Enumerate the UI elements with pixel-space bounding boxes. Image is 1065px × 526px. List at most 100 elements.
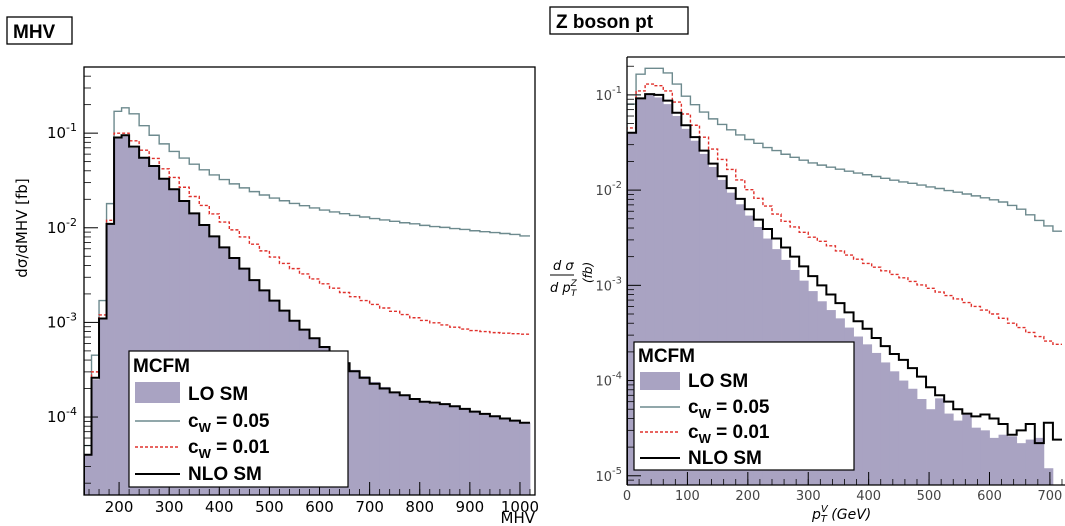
bar-lo-sm: [149, 165, 160, 495]
bar-lo-sm: [989, 437, 999, 485]
bar-lo-sm: [429, 403, 441, 495]
bar-lo-sm: [179, 200, 190, 495]
bar-lo-sm: [489, 416, 501, 495]
bar-lo-sm: [129, 147, 140, 495]
svg-text:d σ: d σ: [553, 259, 574, 274]
left-title: MHV: [13, 22, 56, 43]
bar-lo-sm: [169, 189, 180, 495]
right-y-axis-label: d σ d pZ T (fb): [550, 259, 595, 299]
left-legend: MCFM LO SM cW = 0.05 cW = 0.01 NLO SM: [128, 350, 349, 488]
x-tick-label: 700: [1037, 489, 1062, 504]
series-c-w-0-05: [84, 107, 530, 495]
bar-lo-sm: [889, 371, 900, 485]
x-tick-label: 400: [856, 489, 881, 504]
bar-lo-sm: [459, 408, 471, 495]
bar-lo-sm: [636, 99, 646, 485]
y-tick-label: 10-4: [47, 405, 77, 426]
left-y-ticks: 10-1 10-2 10-3 10-4: [47, 66, 98, 484]
bar-lo-sm: [663, 104, 673, 485]
bar-lo-sm: [1025, 439, 1036, 485]
right-legend-box: [633, 341, 855, 471]
x-tick-label: 1000: [501, 498, 539, 516]
bar-lo-sm: [690, 140, 700, 485]
series-nlo-sm: [627, 93, 1062, 485]
left-legend-header: MCFM: [133, 356, 190, 377]
right-legend-lo: LO SM: [688, 371, 748, 392]
series-c-w-0-01: [84, 132, 530, 495]
bar-lo-sm: [359, 376, 371, 495]
bar-lo-sm: [1034, 437, 1045, 485]
left-y-axis-label: dσ/dMHV [fb]: [13, 178, 31, 277]
y-tick-label: 10-1: [595, 85, 622, 104]
svg-text:(fb): (fb): [581, 262, 595, 283]
bar-lo-sm: [935, 398, 945, 485]
x-tick-label: 600: [305, 498, 334, 516]
x-tick-label: 800: [405, 498, 434, 516]
bar-lo-sm: [862, 344, 873, 485]
series-nlo-sm: [84, 134, 530, 495]
bar-lo-sm: [379, 386, 391, 495]
bar-lo-sm: [409, 399, 421, 495]
right-panel: Z boson pt d σ d pZ T (fb) pV T (GeV) 10-1…: [549, 6, 1065, 525]
y-tick-label: 10-3: [47, 310, 77, 331]
right-legend-header: MCFM: [638, 346, 695, 367]
x-tick-label: 900: [456, 498, 485, 516]
right-x-axis-label: pV T (GeV): [811, 504, 871, 525]
bar-lo-sm: [499, 418, 511, 495]
bar-lo-sm: [389, 391, 401, 495]
left-x-axis-label: MHV: [501, 509, 536, 526]
series-c-w-0-05: [627, 67, 1062, 485]
bar-lo-sm: [469, 411, 481, 495]
bar-lo-sm: [699, 153, 709, 485]
left-legend-cw01: cW = 0.01: [188, 437, 270, 461]
bar-lo-sm: [998, 434, 1009, 485]
bar-lo-sm: [726, 192, 737, 485]
x-tick-label: 300: [796, 489, 821, 504]
x-tick-label: 400: [205, 498, 234, 516]
bar-lo-sm: [717, 179, 728, 485]
x-tick-label: 200: [735, 489, 760, 504]
right-x-ticks: 0 100 200 300 400 500 600 700: [623, 472, 1063, 504]
bar-lo-sm: [159, 178, 170, 495]
right-legend-nlo: NLO SM: [688, 448, 762, 469]
bar-lo-sm: [672, 116, 682, 485]
bar-lo-sm: [91, 379, 100, 495]
bar-lo-sm: [853, 336, 864, 485]
bar-lo-sm: [1016, 443, 1027, 485]
bar-lo-sm: [106, 223, 115, 495]
y-tick-label: 10-1: [47, 121, 77, 142]
bar-lo-sm: [971, 427, 981, 485]
bar-lo-sm: [880, 362, 891, 485]
bar-lo-sm: [519, 422, 531, 495]
x-tick-label: 700: [355, 498, 384, 516]
y-tick-label: 10-2: [595, 180, 622, 199]
bar-lo-sm: [509, 420, 521, 495]
bar-lo-sm: [926, 409, 936, 485]
bar-lo-sm: [121, 136, 130, 495]
bar-lo-sm: [916, 399, 927, 485]
y-tick-label: 10-2: [47, 216, 77, 237]
bar-lo-sm: [871, 352, 882, 485]
bar-lo-sm: [399, 395, 411, 495]
bar-lo-sm: [449, 406, 461, 495]
bar-lo-sm: [114, 137, 122, 495]
bar-lo-sm: [944, 413, 954, 485]
x-tick-label: 200: [105, 498, 134, 516]
svg-text:pVT (GeV): pV T (GeV): [811, 504, 871, 525]
x-tick-label: 500: [917, 489, 942, 504]
left-legend-cw05: cW = 0.05: [188, 411, 270, 435]
right-legend: MCFM LO SM cW = 0.05 cW = 0.01 NLO SM: [633, 341, 855, 471]
x-tick-label: 100: [675, 489, 700, 504]
bar-lo-sm: [907, 388, 918, 485]
bar-lo-sm: [980, 430, 990, 485]
bar-lo-sm: [419, 402, 431, 495]
bar-lo-sm: [708, 166, 719, 485]
right-legend-swatch-lo: [640, 372, 680, 390]
left-panel: MHV dσ/dMHV [fb] MHV 10-1 10-2 10-3 10-4 20…: [6, 16, 539, 526]
bar-lo-sm: [139, 158, 150, 495]
bar-lo-sm: [99, 318, 107, 495]
y-tick-label: 10-5: [595, 466, 622, 485]
left-legend-nlo: NLO SM: [188, 464, 262, 485]
bar-lo-sm: [1043, 468, 1054, 485]
